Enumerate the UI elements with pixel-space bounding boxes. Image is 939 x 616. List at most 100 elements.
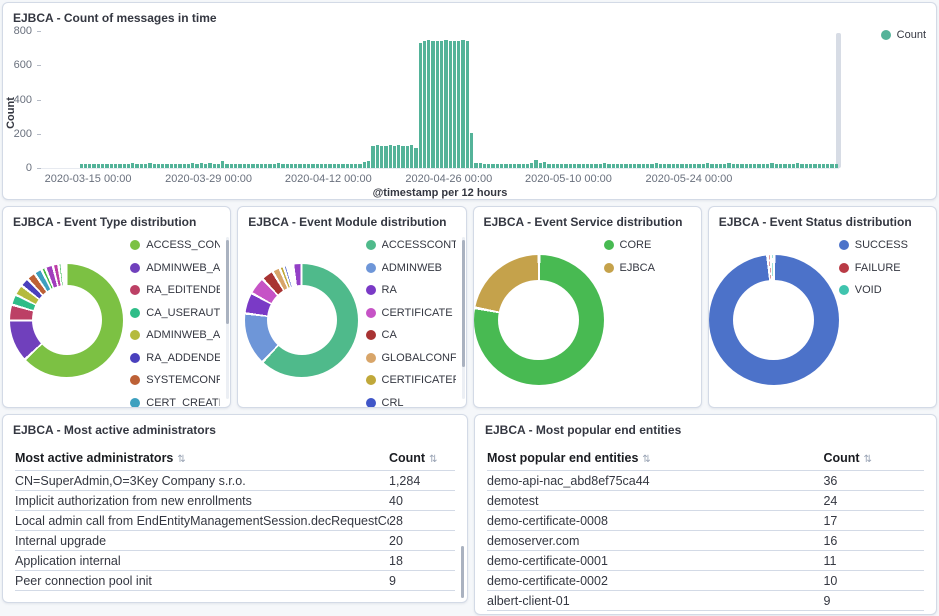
donut-chart[interactable] xyxy=(473,255,604,385)
histogram-bar[interactable] xyxy=(204,163,208,168)
histogram-bar[interactable] xyxy=(375,145,379,168)
histogram-bar[interactable] xyxy=(264,163,268,168)
histogram-bar[interactable] xyxy=(834,163,838,168)
histogram-bar[interactable] xyxy=(731,163,736,168)
histogram-bar[interactable] xyxy=(663,163,667,168)
histogram-bar[interactable] xyxy=(216,163,221,168)
histogram-bar[interactable] xyxy=(547,163,551,168)
histogram-bar[interactable] xyxy=(594,163,598,168)
legend-scrollbar[interactable] xyxy=(226,237,230,399)
histogram-bar[interactable] xyxy=(727,162,731,168)
histogram-bar[interactable] xyxy=(564,163,568,168)
histogram-bar[interactable] xyxy=(388,145,392,168)
histogram-bar[interactable] xyxy=(169,163,173,168)
histogram-bar[interactable] xyxy=(770,163,774,168)
histogram-bar[interactable] xyxy=(817,163,821,168)
histogram-bar[interactable] xyxy=(637,163,641,168)
histogram-bar[interactable] xyxy=(465,40,470,168)
legend-item[interactable]: SYSTEMCONF_E... xyxy=(130,374,220,386)
histogram-bar[interactable] xyxy=(422,40,427,168)
histogram-bar[interactable] xyxy=(328,164,332,168)
histogram-bar[interactable] xyxy=(774,163,778,168)
histogram-bar[interactable] xyxy=(534,160,538,168)
histogram-bar[interactable] xyxy=(165,163,169,168)
histogram-bar[interactable] xyxy=(796,162,800,168)
histogram-bar[interactable] xyxy=(251,163,255,168)
histogram-bar[interactable] xyxy=(268,164,272,168)
histogram-bar[interactable] xyxy=(813,163,817,168)
histogram-bar[interactable] xyxy=(392,145,397,168)
histogram-plot[interactable]: @timestamp per 12 hours 800 600 400 200 0 202… xyxy=(14,25,841,199)
histogram-bar[interactable] xyxy=(178,163,182,168)
histogram-bar[interactable] xyxy=(302,163,306,168)
histogram-bar[interactable] xyxy=(611,163,615,168)
column-header-count[interactable]: Count ⇅ xyxy=(389,445,455,471)
histogram-bar[interactable] xyxy=(221,160,225,168)
histogram-bar[interactable] xyxy=(409,145,414,168)
histogram-bar[interactable] xyxy=(79,163,83,168)
histogram-bar[interactable] xyxy=(306,164,311,168)
histogram-bar[interactable] xyxy=(349,164,354,168)
histogram-bar[interactable] xyxy=(470,132,474,168)
histogram-bar[interactable] xyxy=(289,163,294,168)
histogram-bar[interactable] xyxy=(684,163,688,168)
legend-item[interactable]: CORE xyxy=(603,239,694,251)
legend-item[interactable]: ADMINWEB_AD... xyxy=(130,329,220,341)
histogram-bar[interactable] xyxy=(645,163,650,168)
histogram-bar[interactable] xyxy=(517,163,521,168)
histogram-bar[interactable] xyxy=(324,163,328,168)
donut-chart[interactable] xyxy=(708,255,839,385)
histogram-bar[interactable] xyxy=(126,163,131,168)
histogram-bar[interactable] xyxy=(778,163,783,168)
donut-chart[interactable] xyxy=(245,263,359,377)
histogram-bar[interactable] xyxy=(246,163,251,168)
histogram-bar[interactable] xyxy=(740,163,744,168)
histogram-bar[interactable] xyxy=(418,43,422,168)
legend-item[interactable]: VOID xyxy=(838,284,929,296)
histogram-bar[interactable] xyxy=(285,163,289,168)
histogram-bar[interactable] xyxy=(414,147,418,168)
histogram-bar[interactable] xyxy=(581,163,585,168)
histogram-bar[interactable] xyxy=(736,163,740,168)
histogram-bar[interactable] xyxy=(259,163,264,168)
histogram-bar[interactable] xyxy=(800,163,804,168)
histogram-bar[interactable] xyxy=(276,162,281,168)
legend-item[interactable]: CA_USERAUTH xyxy=(130,307,220,319)
histogram-bar[interactable] xyxy=(379,145,384,168)
histogram-bar[interactable] xyxy=(808,163,813,168)
histogram-bar[interactable] xyxy=(131,162,135,168)
histogram-bar[interactable] xyxy=(590,163,594,168)
histogram-bar[interactable] xyxy=(401,145,405,168)
histogram-bar[interactable] xyxy=(491,163,495,168)
histogram-bar[interactable] xyxy=(315,163,319,168)
histogram-bar[interactable] xyxy=(826,163,830,168)
histogram-bar[interactable] xyxy=(783,163,787,168)
histogram-bar[interactable] xyxy=(474,163,478,168)
histogram-bar[interactable] xyxy=(482,163,487,168)
histogram-bar[interactable] xyxy=(122,164,126,168)
histogram-bar[interactable] xyxy=(281,163,285,168)
histogram-bar[interactable] xyxy=(212,163,216,168)
histogram-bar[interactable] xyxy=(354,163,358,168)
histogram-bar[interactable] xyxy=(500,163,504,168)
legend-item[interactable]: FAILURE xyxy=(838,262,929,274)
legend-item[interactable]: ACCESS_CONTR... xyxy=(130,239,220,251)
histogram-bar[interactable] xyxy=(753,163,757,168)
histogram-bar[interactable] xyxy=(83,163,88,168)
histogram-bar[interactable] xyxy=(448,40,452,168)
legend-item[interactable]: SUCCESS xyxy=(838,239,929,251)
histogram-bar[interactable] xyxy=(585,163,590,168)
legend-item[interactable]: RA_ADDENDENTI... xyxy=(130,352,220,364)
histogram-bar[interactable] xyxy=(821,163,826,168)
histogram-bar[interactable] xyxy=(508,163,512,168)
histogram-bar[interactable] xyxy=(560,163,564,168)
histogram-bar[interactable] xyxy=(624,163,628,168)
histogram-bar[interactable] xyxy=(791,163,796,168)
legend-item[interactable]: GLOBALCONF xyxy=(365,352,456,364)
histogram-bar[interactable] xyxy=(504,163,508,168)
histogram-bar[interactable] xyxy=(332,163,337,168)
histogram-legend-item[interactable]: Count xyxy=(880,29,926,41)
histogram-bar[interactable] xyxy=(667,163,671,168)
legend-item[interactable]: CA xyxy=(365,329,456,341)
histogram-bar[interactable] xyxy=(105,163,109,168)
